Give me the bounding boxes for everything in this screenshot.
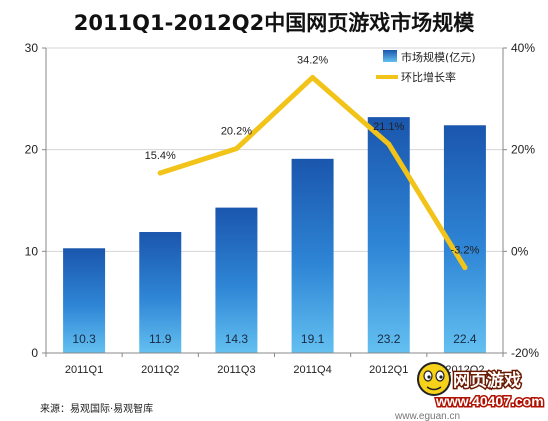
bar-value-label: 23.2 [377,332,401,346]
y-tick-label-left: 30 [25,41,39,55]
x-tick-label: 2011Q3 [217,364,255,376]
watermark-line1: 网页游戏 [453,370,521,391]
bar [367,117,410,353]
legend-label-line: 环比增长率 [401,70,456,84]
x-tick-label: 2011Q4 [293,364,331,376]
gridlines [46,47,503,252]
y-tick-label-right: -20% [511,346,539,360]
bar [139,232,182,353]
y-tick-label-right: 0% [511,244,529,258]
legend-label-bar: 市场规模(亿元) [401,50,476,64]
bar-value-label: 22.4 [453,332,477,346]
bar [215,207,258,353]
y-tick-label-right: 20% [511,143,535,157]
x-tick-label: 2011Q1 [65,364,103,376]
line-value-label: -3.2% [451,245,480,257]
line-value-label: 34.2% [297,54,328,66]
line-value-label: 15.4% [145,150,176,162]
bar [291,158,334,353]
watermark-logo: 网页游戏 www.40407.com www.eguan.cn [394,362,545,421]
line-point [386,141,392,147]
bar-value-label: 11.9 [149,332,172,346]
y-tick-label-right: 40% [511,41,535,55]
bar-value-label: 14.3 [225,332,249,346]
x-tick-label: 2011Q2 [141,364,179,376]
x-tick-label: 2012Q2 [445,364,484,376]
line-value-label: 21.1% [373,121,404,133]
bar-series [63,117,486,354]
line-point [233,146,239,152]
source-note: 来源：易观国际·易观智库 [40,402,153,415]
bar-value-label: 10.3 [72,332,96,346]
line-point [157,170,163,176]
chart-title: 2011Q1-2012Q2中国网页游戏市场规模 [74,11,476,35]
y-tick-label-left: 10 [25,244,39,258]
bar [443,125,486,354]
axes: 0 10 20 30 -20% 0% 20% 40% 2011Q1 2011Q2 2011Q3 201… [25,41,540,376]
legend: 市场规模(亿元) 环比增长率 [376,50,476,84]
legend-swatch-bar [383,50,397,62]
line-value-label: 20.2% [221,126,252,138]
line-point [310,74,316,80]
y-tick-label-left: 20 [25,143,39,157]
watermark-line3: www.eguan.cn [394,411,460,421]
bar [63,248,106,353]
watermark-line2: www.40407.com [435,393,544,409]
y-tick-label-left: 0 [31,346,38,360]
line-series [157,74,468,271]
bar-value-label: 19.1 [301,332,325,346]
line-point [462,265,468,271]
x-tick-label: 2012Q1 [369,364,408,376]
data-labels: 10.3 11.9 14.3 19.1 23.2 22.4 15.4% 20.2% 34.2% 2… [72,54,479,346]
